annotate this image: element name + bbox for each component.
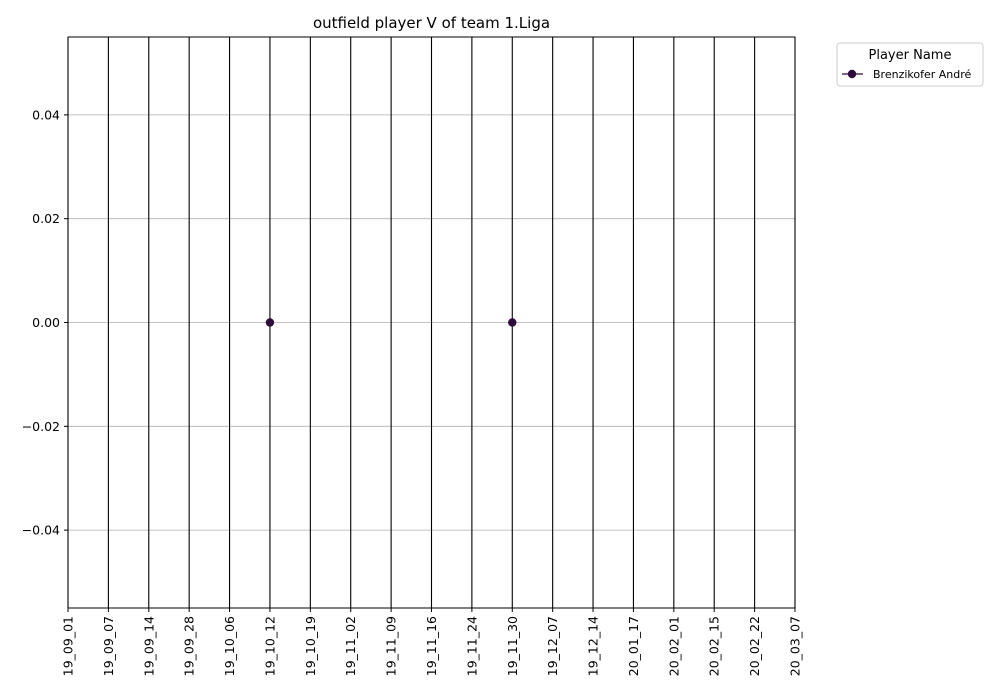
x-tick-label: 19_10_12 xyxy=(262,616,277,676)
x-tick-label: 19_11_30 xyxy=(505,616,520,676)
x-tick-label: 19_10_06 xyxy=(222,616,237,676)
x-tick-label: 19_11_02 xyxy=(343,616,358,676)
x-tick-label: 19_09_01 xyxy=(61,616,76,676)
x-tick-label: 19_11_16 xyxy=(424,616,439,676)
x-tick-label: 20_03_07 xyxy=(788,616,803,676)
x-tick-label: 19_09_07 xyxy=(101,616,116,676)
y-tick-label: 0.04 xyxy=(32,107,60,122)
y-tick-label: 0.00 xyxy=(32,315,60,330)
x-tick-label: 19_12_07 xyxy=(545,616,560,676)
y-tick-label: 0.02 xyxy=(32,211,60,226)
x-tick-label: 20_02_22 xyxy=(747,616,762,676)
x-tick-label: 20_01_17 xyxy=(626,616,641,676)
y-tick-label: −0.02 xyxy=(22,419,60,434)
chart-title: outfield player V of team 1.Liga xyxy=(313,14,550,32)
x-tick-label: 19_09_14 xyxy=(141,616,156,676)
legend-label: Brenzikofer André xyxy=(873,68,972,81)
y-axis: −0.04 −0.02 0.00 0.02 0.04 xyxy=(22,107,68,538)
data-point xyxy=(508,318,517,327)
x-tick-label: 19_12_14 xyxy=(586,616,601,676)
x-tick-label: 19_11_09 xyxy=(384,616,399,676)
legend-title: Player Name xyxy=(869,48,952,63)
x-tick-label: 19_09_28 xyxy=(182,616,197,676)
data-point xyxy=(265,318,275,327)
legend-items: Brenzikofer André xyxy=(842,68,972,81)
x-axis: 19_09_01 19_09_07 19_09_14 19_09_28 19_10_06… xyxy=(61,608,803,676)
x-tick-label: 19_11_24 xyxy=(464,616,479,676)
x-tick-label: 20_02_01 xyxy=(666,616,681,676)
x-tick-label: 19_10_19 xyxy=(303,616,318,676)
legend-box xyxy=(836,42,984,87)
series-layer xyxy=(265,318,517,327)
legend: Player Name Brenzikofer André xyxy=(836,42,984,87)
y-tick-label: −0.04 xyxy=(22,523,60,538)
x-tick-label: 20_02_15 xyxy=(707,616,722,676)
legend-marker xyxy=(847,69,857,79)
